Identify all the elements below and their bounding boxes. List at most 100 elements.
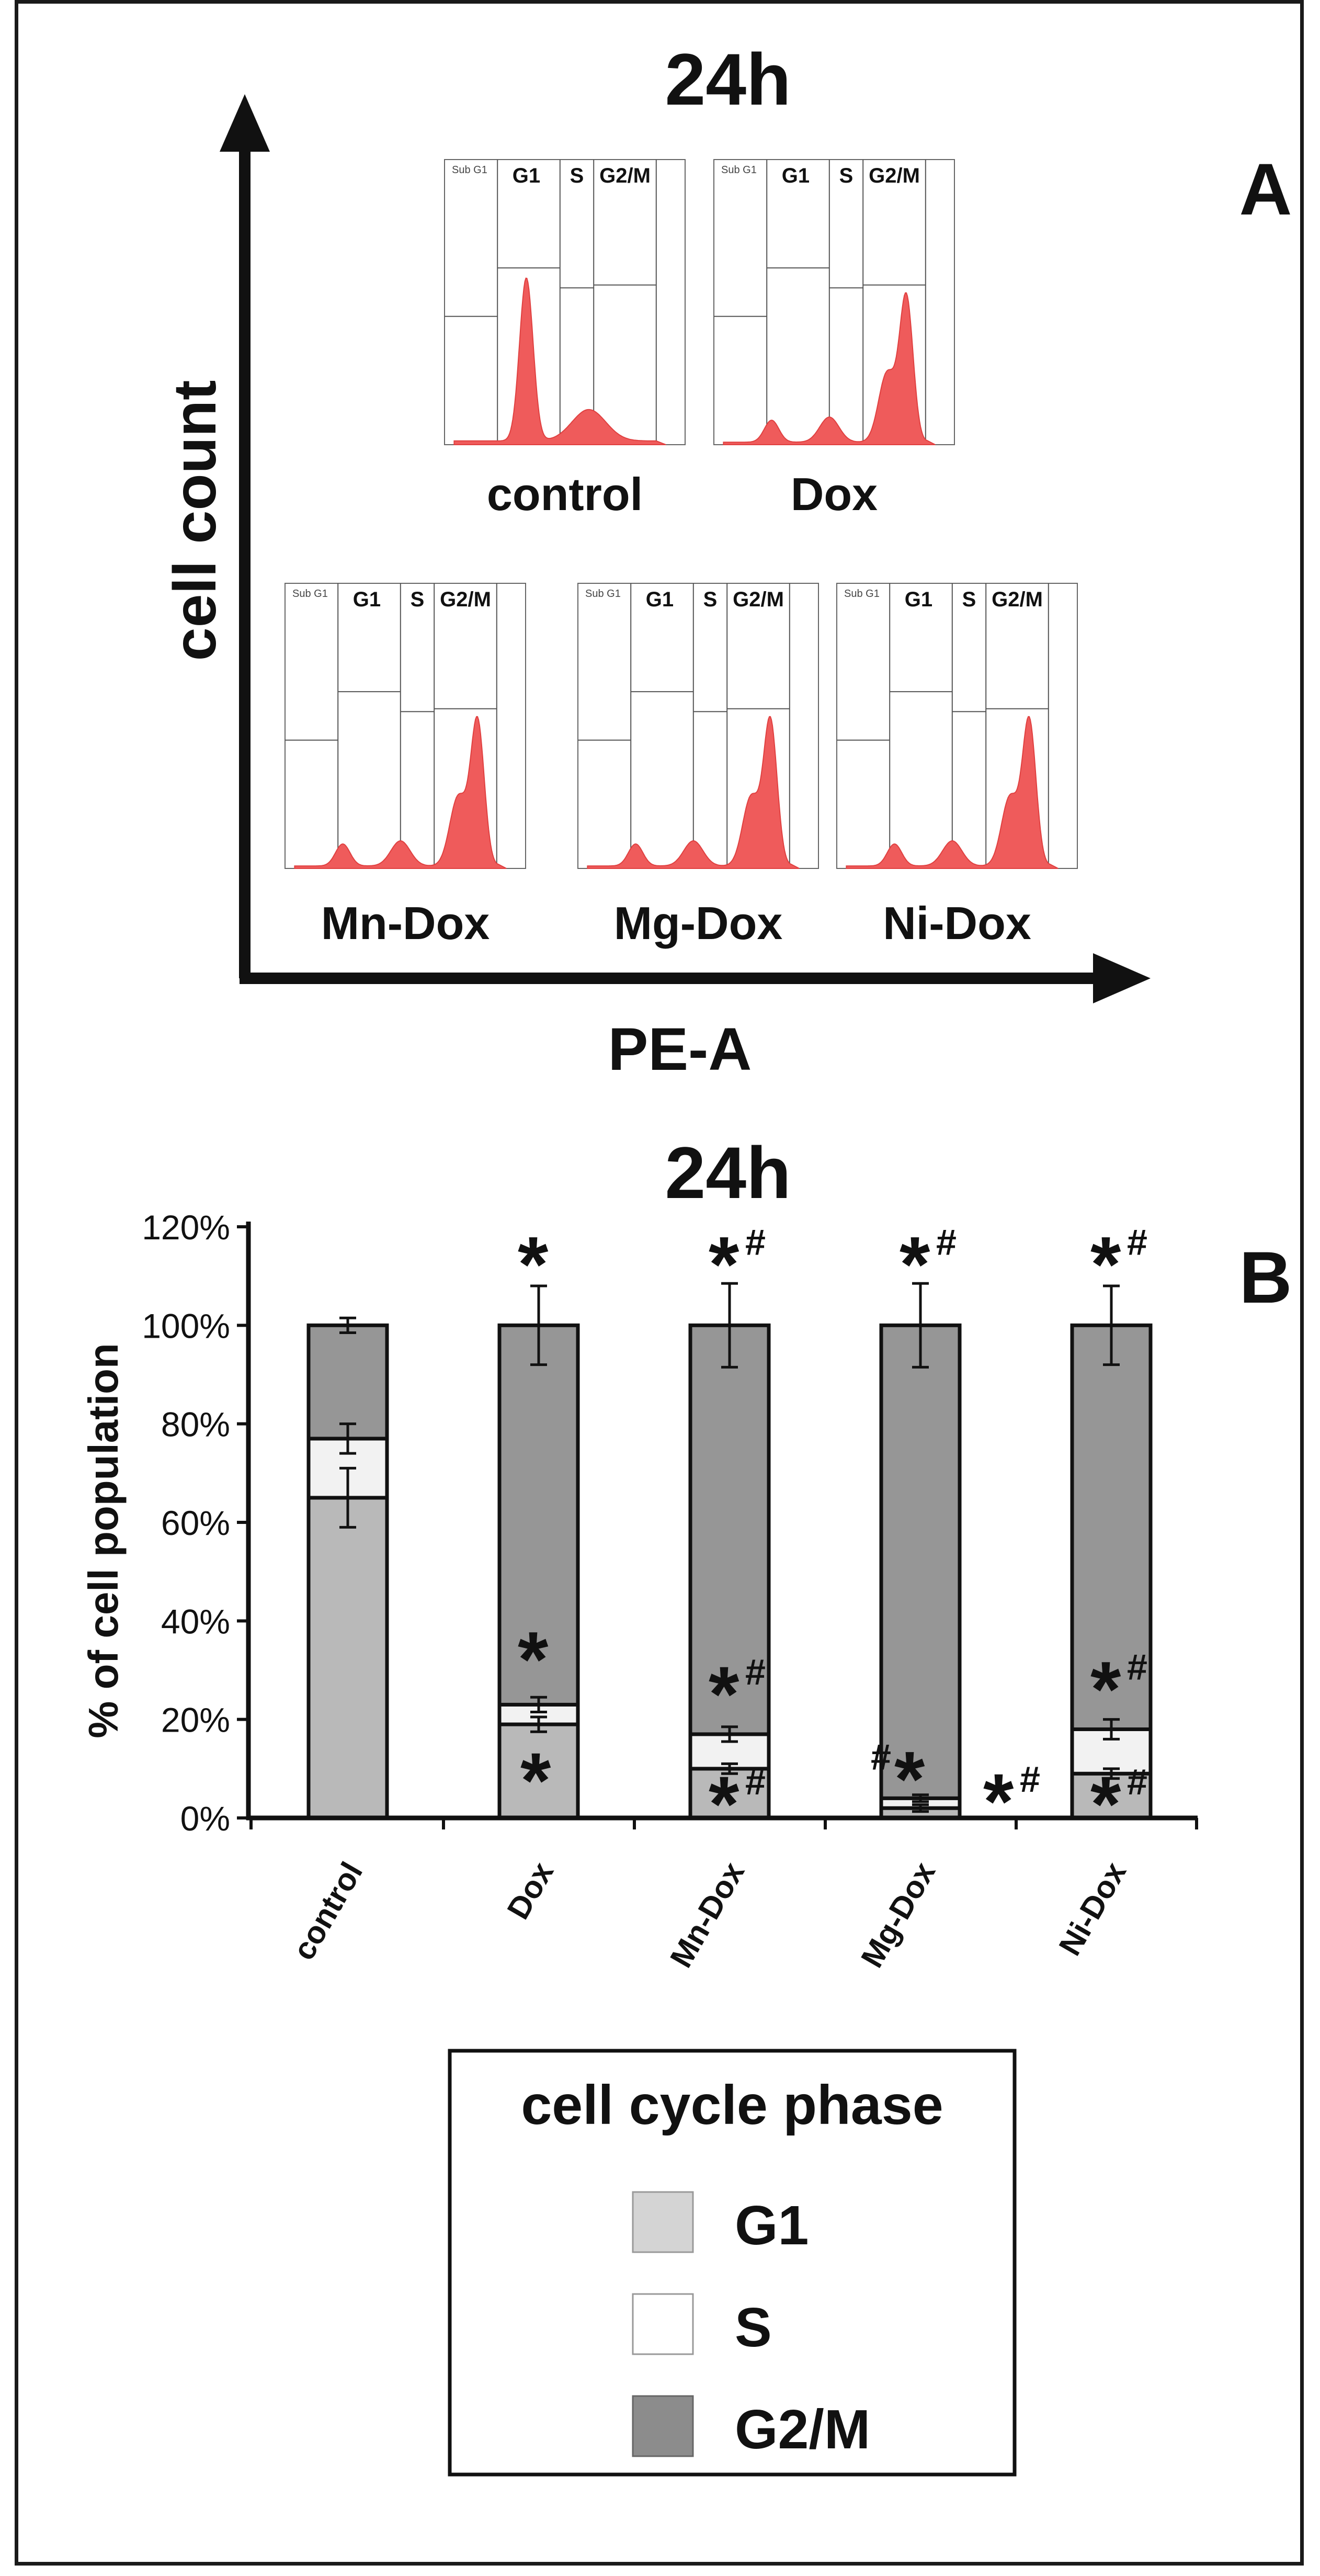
histogram-0: Sub G1 G1 S G2/M — [444, 159, 686, 445]
annotation-Mg-Dox-G2M: * # — [900, 1220, 957, 1308]
x-arrowhead-icon — [1093, 953, 1151, 1003]
histogram-labels: control Dox Mn-Dox Mg-Dox Ni-Dox — [321, 468, 1031, 949]
annotation-Ni-Dox-G1: * # — [1090, 1760, 1147, 1848]
asterisk-mark: * — [1090, 1220, 1121, 1308]
histogram-frame — [836, 583, 1078, 869]
histogram-label-mg-dox: Mg-Dox — [614, 897, 783, 949]
gate-label-subg1: Sub G1 — [452, 164, 487, 176]
gate-label-subg1: Sub G1 — [292, 588, 328, 600]
hash-mark: # — [936, 1222, 957, 1262]
gate-label-g1: G1 — [513, 164, 540, 187]
legend-title: cell cycle phase — [521, 2074, 943, 2136]
annotation-Mg-Dox-G1: * # — [983, 1757, 1040, 1845]
legend-swatch-g1 — [632, 2191, 694, 2253]
asterisk-mark: * — [709, 1760, 739, 1848]
gate-label-g2m: G2/M — [733, 588, 784, 611]
y-tick-label: 40% — [161, 1602, 230, 1641]
panel-a-title: 24h — [665, 38, 791, 120]
asterisk-mark: * — [709, 1650, 739, 1738]
legend-label-g2m: G2/M — [735, 2399, 870, 2460]
bar-G1-control — [306, 1496, 389, 1820]
gate-label-s: S — [839, 164, 854, 187]
gate-label-g2m: G2/M — [869, 164, 920, 187]
y-tick-label: 20% — [161, 1701, 230, 1739]
asterisk-mark: * — [518, 1615, 549, 1703]
gate-label-g1: G1 — [782, 164, 810, 187]
panel-a-letter: A — [1239, 148, 1292, 230]
legend-label-s: S — [735, 2297, 772, 2358]
hash-mark: # — [1127, 1647, 1147, 1688]
y-tick-label: 120% — [142, 1208, 230, 1247]
asterisk-mark: * — [520, 1736, 551, 1824]
histogram-label-mn-dox: Mn-Dox — [321, 897, 490, 949]
panel-b-letter: B — [1239, 1236, 1292, 1318]
x-label-Mg-Dox: Mg-Dox — [854, 1856, 942, 1973]
asterisk-mark: * — [1090, 1760, 1121, 1848]
histogram-1: Sub G1 G1 S G2/M — [713, 159, 955, 445]
gate-label-g2m: G2/M — [440, 588, 491, 611]
hash-mark: # — [1020, 1759, 1040, 1800]
bar-G2M-control — [306, 1323, 389, 1441]
annotation-Mn-Dox-G2M: * # — [709, 1220, 766, 1308]
gate-label-g1: G1 — [646, 588, 674, 611]
hash-mark: # — [1127, 1222, 1147, 1262]
histogram-2: Sub G1 G1 S G2/M — [285, 583, 526, 869]
gate-label-subg1: Sub G1 — [844, 588, 880, 600]
hash-mark: # — [745, 1652, 766, 1692]
legend: cell cycle phase G1 S G2/M — [448, 2049, 1017, 2477]
y-tick-label: 100% — [142, 1306, 230, 1345]
histogram-curve — [294, 716, 507, 869]
bar-y-axis-label: % of cell population — [80, 1343, 127, 1738]
annotation-Ni-Dox-G2M: * # — [1090, 1220, 1147, 1308]
legend-swatch-s — [632, 2293, 694, 2355]
histogram-label-control: control — [487, 468, 643, 520]
legend-box — [448, 2049, 1017, 2477]
annotation-Dox-G2M: * — [518, 1220, 549, 1308]
hash-mark: # — [1127, 1761, 1147, 1802]
hash-mark: # — [745, 1222, 766, 1262]
histogram-frame — [444, 159, 686, 445]
gate-label-s: S — [570, 164, 584, 187]
annotation-Mg-Dox-S: # * — [871, 1735, 925, 1823]
y-ticks: 0% 20% 40% 60% 80% 100% 120% — [142, 1208, 248, 1838]
annotation-Ni-Dox-S: * # — [1090, 1645, 1147, 1733]
asterisk-mark: * — [900, 1220, 930, 1308]
annotation-Mn-Dox-S: * # — [709, 1650, 766, 1738]
bar-G1-Ni-Dox — [1070, 1771, 1153, 1820]
y-tick-label: 0% — [180, 1799, 230, 1838]
histogram-curve — [846, 716, 1059, 869]
histogram-label-dox: Dox — [791, 468, 878, 520]
figure-frame — [15, 0, 1304, 2566]
bars — [306, 1323, 1153, 1820]
bar-G2M-Mn-Dox — [688, 1323, 771, 1736]
asterisk-mark: * — [709, 1220, 739, 1308]
gate-label-s: S — [411, 588, 425, 611]
gate-label-s: S — [962, 588, 976, 611]
legend-label-g1: G1 — [735, 2195, 809, 2256]
panel-b-title: 24h — [665, 1132, 791, 1214]
significance-annotations: **** #* #* #* ## * * #* #* #* # — [518, 1220, 1147, 1848]
gate-label-g2m: G2/M — [992, 588, 1043, 611]
histogram-curve — [587, 716, 800, 869]
gate-label-g2m: G2/M — [599, 164, 651, 187]
histogram-frame — [285, 583, 526, 869]
x-label-Dox: Dox — [500, 1856, 561, 1925]
hash-mark: # — [871, 1736, 891, 1777]
histogram-frame — [577, 583, 819, 869]
gate-label-g1: G1 — [905, 588, 932, 611]
histogram-curve — [453, 277, 666, 445]
gate-label-subg1: Sub G1 — [721, 164, 757, 176]
annotation-Mn-Dox-G1: * # — [709, 1760, 766, 1848]
x-label-control: control — [286, 1856, 370, 1966]
asterisk-mark: * — [894, 1735, 925, 1823]
annotation-Dox-S: * — [518, 1615, 549, 1703]
bar-G2M-Dox — [497, 1323, 580, 1707]
asterisk-mark: * — [983, 1757, 1014, 1845]
histogram-curve — [723, 292, 936, 445]
gate-label-s: S — [703, 588, 718, 611]
y-arrowhead-icon — [220, 94, 270, 152]
annotation-Dox-G1: * — [520, 1736, 551, 1824]
histogram-frame — [713, 159, 955, 445]
